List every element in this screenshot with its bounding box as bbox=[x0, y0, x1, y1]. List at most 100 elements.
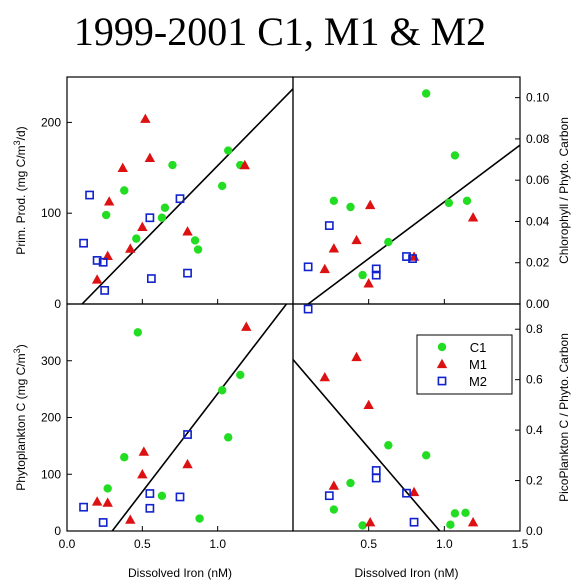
data-point-M1 bbox=[137, 469, 148, 479]
y-tick-label: 0.10 bbox=[526, 91, 550, 105]
legend-label-M1: M1 bbox=[469, 357, 487, 372]
data-point-M1 bbox=[319, 371, 330, 382]
data-point-M1 bbox=[351, 351, 362, 362]
series-M2 bbox=[303, 304, 419, 527]
series-C1 bbox=[103, 328, 245, 523]
panel-top-right: 0.00 0.02 0.04 0.06 0.08 0.10 Chlorophyll / Ph… bbox=[292, 76, 571, 311]
y-tick-label: 0.04 bbox=[526, 214, 550, 228]
data-point-M1 bbox=[125, 243, 136, 253]
y-tick-label: 0.00 bbox=[526, 297, 550, 311]
legend-marker-C1 bbox=[437, 342, 447, 352]
data-point-C1 bbox=[358, 270, 367, 280]
data-point-M1 bbox=[328, 243, 340, 253]
x-tick-label: 0.5 bbox=[134, 537, 151, 551]
data-point-C1 bbox=[224, 146, 233, 155]
data-point-C1 bbox=[329, 196, 339, 206]
data-point-M1 bbox=[351, 234, 362, 245]
data-point-M2 bbox=[183, 430, 192, 439]
panel-bottom-right: 0.0 0.2 0.4 0.6 0.8 0.5 1.0 1.5 Dissolved Iron (… bbox=[292, 303, 571, 580]
panel-bottom-left: 0 100 200 300 0.0 0.5 1.0 Dissolved Iron (nM) Ph… bbox=[12, 303, 294, 580]
series-C1 bbox=[329, 441, 470, 530]
data-point-M2 bbox=[303, 262, 313, 272]
data-point-M1 bbox=[91, 274, 103, 284]
y-axis-label: Prim. Prod. (mg C/m3/d) bbox=[12, 126, 28, 254]
data-point-M1 bbox=[137, 221, 148, 231]
data-point-M2 bbox=[324, 491, 334, 501]
data-point-C1 bbox=[157, 491, 167, 501]
legend-label-M2: M2 bbox=[469, 374, 487, 389]
data-point-M1 bbox=[319, 263, 330, 274]
y-tick-label: 0.2 bbox=[526, 474, 543, 488]
data-point-C1 bbox=[217, 386, 227, 395]
data-point-M2 bbox=[145, 213, 155, 223]
data-point-C1 bbox=[421, 451, 431, 460]
data-point-C1 bbox=[157, 213, 167, 222]
data-point-M1 bbox=[467, 212, 479, 222]
data-point-M2 bbox=[183, 268, 192, 278]
data-point-M1 bbox=[363, 278, 374, 288]
data-point-M1 bbox=[364, 516, 376, 527]
data-point-C1 bbox=[120, 186, 129, 195]
data-point-M2 bbox=[408, 254, 417, 263]
regression-line bbox=[81, 88, 293, 304]
series-M1 bbox=[91, 113, 250, 284]
data-point-C1 bbox=[132, 234, 141, 243]
panel-frame-bottom-right bbox=[292, 303, 521, 532]
series-M2 bbox=[303, 221, 417, 280]
figure-title: 1999-2001 C1, M1 & M2 bbox=[74, 9, 486, 54]
data-point-M2 bbox=[402, 252, 411, 261]
series-M2 bbox=[79, 430, 192, 527]
data-point-M1 bbox=[408, 486, 420, 497]
data-point-M1 bbox=[91, 496, 103, 506]
data-point-C1 bbox=[120, 453, 129, 462]
data-point-C1 bbox=[224, 433, 233, 442]
y-axis-label: Phytoplankton C (mg C/m3) bbox=[12, 344, 28, 490]
data-point-M1 bbox=[363, 399, 374, 410]
series-M1 bbox=[319, 351, 479, 527]
y-tick-label: 0.0 bbox=[526, 524, 543, 538]
data-point-C1 bbox=[346, 478, 355, 488]
y-tick-label: 0.02 bbox=[526, 256, 550, 270]
data-point-M2 bbox=[371, 264, 381, 274]
data-point-M1 bbox=[125, 514, 136, 524]
data-point-C1 bbox=[450, 151, 460, 160]
y-tick-label: 0.4 bbox=[526, 423, 543, 437]
data-point-M1 bbox=[182, 226, 193, 236]
data-point-M2 bbox=[371, 473, 381, 483]
data-point-M1 bbox=[117, 162, 128, 172]
y-tick-label: 0.6 bbox=[526, 373, 543, 387]
data-point-M1 bbox=[328, 480, 340, 490]
data-point-M2 bbox=[324, 221, 334, 230]
data-point-C1 bbox=[346, 202, 355, 212]
regression-line bbox=[293, 358, 441, 531]
data-point-C1 bbox=[462, 196, 472, 206]
series-C1 bbox=[101, 146, 245, 254]
data-point-M1 bbox=[140, 113, 151, 123]
y-axis-label: Chlorophyll / Phyto. Carbon bbox=[557, 117, 571, 264]
data-point-M1 bbox=[467, 516, 479, 527]
data-point-C1 bbox=[329, 505, 339, 514]
y-tick-label: 0 bbox=[54, 297, 61, 311]
data-point-C1 bbox=[103, 484, 112, 493]
data-point-C1 bbox=[195, 514, 204, 523]
data-point-M2 bbox=[79, 238, 88, 248]
data-point-M1 bbox=[364, 199, 376, 210]
series-M2 bbox=[79, 190, 192, 295]
x-tick-label: 1.0 bbox=[436, 537, 453, 551]
legend-box bbox=[416, 334, 513, 395]
series-M1 bbox=[91, 321, 252, 524]
y-tick-label: 0 bbox=[54, 524, 61, 538]
data-point-M2 bbox=[145, 489, 155, 498]
data-point-M2 bbox=[409, 517, 419, 527]
data-point-M2 bbox=[145, 503, 155, 513]
x-tick-label: 0.5 bbox=[360, 537, 377, 551]
data-point-C1 bbox=[444, 198, 454, 208]
data-point-C1 bbox=[384, 237, 393, 247]
data-point-C1 bbox=[384, 441, 393, 450]
data-point-M2 bbox=[175, 194, 185, 204]
y-tick-label: 200 bbox=[41, 411, 61, 425]
legend-marker-M2 bbox=[437, 376, 447, 386]
data-point-C1 bbox=[193, 245, 203, 254]
